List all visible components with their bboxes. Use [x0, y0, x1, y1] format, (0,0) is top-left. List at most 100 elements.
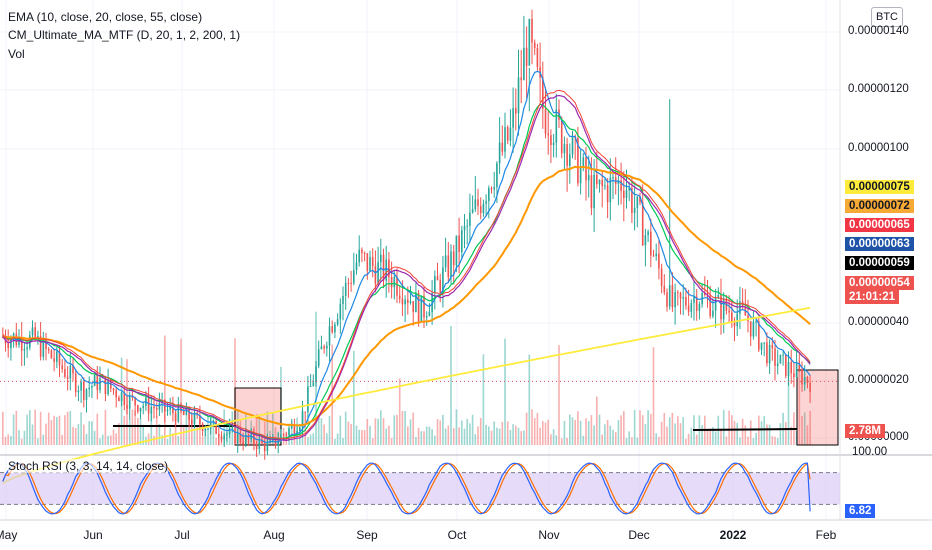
rsi-badge: 6.82: [845, 504, 876, 518]
candle-body: [652, 255, 655, 257]
candle-body: [366, 253, 369, 271]
candle-body: [663, 285, 666, 293]
candle-body: [779, 354, 782, 364]
volume-bar: [150, 412, 153, 445]
volume-bar: [749, 420, 752, 445]
candle-body: [285, 434, 288, 436]
volume-bar: [212, 415, 215, 445]
candle-body: [404, 299, 406, 305]
volume-bar: [533, 418, 536, 445]
candle-body: [458, 235, 460, 253]
candle-body: [790, 361, 793, 374]
volume-bar: [555, 435, 558, 445]
volume-bar: [104, 409, 107, 445]
candle-body: [795, 363, 798, 378]
legend-vol[interactable]: Vol: [8, 47, 25, 61]
candle-body: [53, 358, 55, 362]
candle-body: [798, 363, 801, 370]
candle-body: [344, 282, 347, 296]
candle-body: [390, 277, 393, 288]
volume-bar: [617, 420, 620, 445]
candle-body: [612, 177, 614, 179]
candle-body: [83, 381, 85, 400]
candle-body: [182, 411, 185, 415]
candle-body: [353, 270, 355, 284]
candle-body: [466, 225, 469, 227]
volume-bar: [134, 410, 136, 445]
volume-bar: [174, 411, 177, 445]
volume-bar: [42, 434, 45, 445]
candle-body: [191, 419, 193, 424]
volume-bar: [515, 425, 517, 445]
candle-body: [560, 119, 563, 154]
volume-bar: [542, 421, 544, 445]
volume-bar: [37, 438, 39, 445]
candle-body: [731, 312, 733, 322]
candle-body: [755, 321, 757, 323]
candle-body: [693, 296, 695, 303]
ma200-line: [2, 306, 811, 485]
legend-stoch-rsi[interactable]: Stoch RSI (3, 3, 14, 14, close): [8, 459, 169, 473]
legend-cm-ultimate[interactable]: CM_Ultimate_MA_MTF (D, 20, 1, 2, 200, 1): [8, 28, 241, 42]
volume-bar: [93, 430, 96, 445]
volume-bar: [223, 409, 226, 445]
candle-body: [714, 297, 717, 311]
volume-bar: [272, 413, 274, 445]
volume-bar: [118, 423, 120, 445]
candle-body: [639, 196, 641, 203]
currency-button[interactable]: BTC: [871, 7, 903, 27]
volume-bar: [785, 422, 787, 445]
volume-bar: [752, 438, 755, 445]
volume-bar: [29, 410, 31, 445]
legend-ema[interactable]: EMA (10, close, 20, close, 55, close): [8, 10, 203, 24]
candle-body: [315, 366, 317, 383]
candle-body: [793, 373, 795, 378]
volume-bar: [137, 417, 139, 445]
volume-bar: [490, 430, 493, 445]
candle-body: [239, 433, 242, 442]
volume-bar: [571, 417, 574, 445]
volume-bar: [531, 409, 533, 445]
volume-bar: [7, 434, 10, 445]
volume-bar: [498, 428, 501, 445]
candle-body: [444, 255, 447, 268]
candle-body: [204, 429, 207, 431]
volume-bar: [331, 344, 334, 445]
candle-body: [620, 180, 622, 191]
candle-body: [771, 344, 774, 349]
volume-bar: [806, 425, 809, 445]
candle-body: [625, 190, 628, 199]
volume-bar: [110, 435, 112, 445]
candle-body: [412, 301, 415, 313]
candle-body: [420, 295, 423, 322]
stoch-rsi-k-line: [2, 462, 811, 515]
candle-body: [388, 259, 390, 278]
candle-body: [72, 365, 74, 374]
candle-body: [655, 253, 658, 256]
candle-body: [369, 257, 371, 271]
candle-body: [712, 310, 714, 317]
candle-body: [174, 413, 177, 422]
candle-body: [64, 369, 66, 377]
volume-bar: [741, 418, 744, 445]
candle-body: [660, 268, 663, 286]
volume-bar: [747, 436, 749, 445]
candle-body: [679, 292, 682, 299]
candle-body: [647, 231, 649, 236]
volume-bar: [131, 409, 134, 445]
volume-bar: [779, 423, 782, 445]
candle-body: [682, 297, 685, 299]
volume-bar: [596, 396, 598, 445]
volume-bar: [164, 335, 166, 445]
volume-bar: [431, 429, 433, 445]
candle-body: [604, 185, 606, 187]
x-tick-label: Jul: [174, 528, 190, 542]
volume-bar: [663, 412, 666, 445]
x-tick-label: Aug: [263, 528, 285, 542]
volume-bar: [671, 412, 674, 445]
candle-body: [261, 439, 263, 443]
price-badge-ema10: 0.00000059: [845, 256, 914, 270]
candle-body: [177, 404, 180, 422]
